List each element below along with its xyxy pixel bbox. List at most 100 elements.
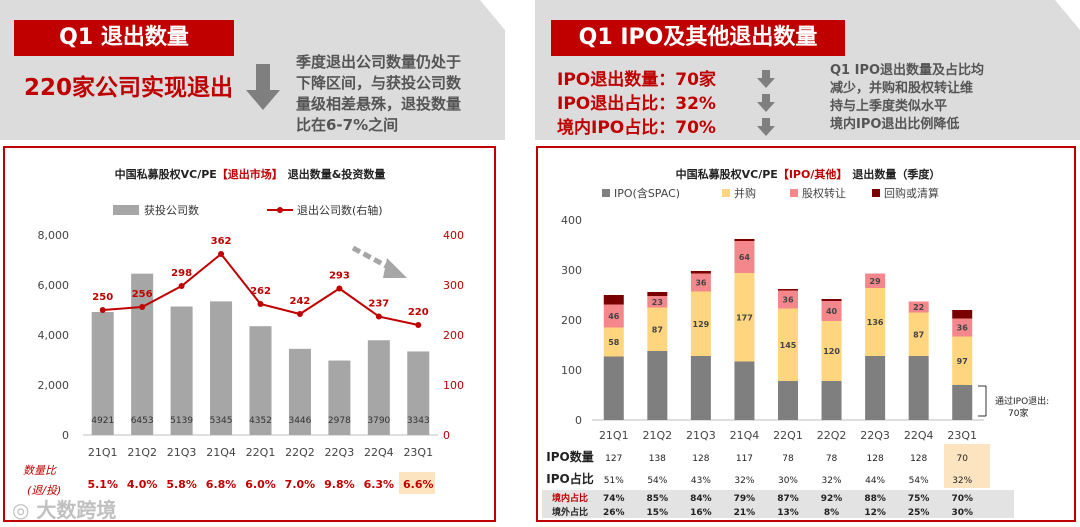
table-cell: 85% bbox=[647, 494, 669, 504]
down-arrows-icon bbox=[757, 70, 775, 136]
bar-invested-companies bbox=[249, 326, 272, 435]
stack-segment bbox=[690, 291, 711, 356]
table-cell: 127 bbox=[605, 454, 622, 464]
trend-arrow-icon bbox=[351, 245, 407, 278]
right-description-line: Q1 IPO退出数量及占比均 bbox=[830, 63, 985, 78]
stack-segment bbox=[734, 273, 755, 362]
left-chart-title-part: 【退出市场】 bbox=[217, 167, 283, 181]
segment-value-label: 87 bbox=[913, 330, 924, 339]
ratio-value: 6.3% bbox=[364, 478, 395, 491]
segment-value-label: 87 bbox=[652, 325, 663, 334]
segment-value-label: 36 bbox=[695, 279, 707, 288]
segment-value-label: 36 bbox=[782, 296, 794, 305]
stack-segment bbox=[865, 288, 886, 356]
right-description: Q1 IPO退出数量及占比均 减少，并购和股权转让维 持与上季度类似水平 境内I… bbox=[830, 62, 1070, 134]
right-y-tick: 400 bbox=[443, 229, 464, 242]
table-cell: 32% bbox=[952, 476, 972, 486]
x-tick-label: 22Q1 bbox=[246, 446, 276, 459]
bar-value-label: 5345 bbox=[210, 416, 233, 426]
bar-value-label: 5139 bbox=[170, 416, 193, 426]
x-tick-label: 22Q1 bbox=[773, 429, 803, 442]
table-cell: 78 bbox=[826, 454, 838, 464]
ipo-stat-line: 境内IPO占比：70% bbox=[557, 118, 716, 138]
stack-segment bbox=[821, 321, 842, 381]
table-row-label: IPO占比 bbox=[546, 471, 593, 486]
left-description-line: 比在6-7%之间 bbox=[296, 116, 399, 134]
table-highlight bbox=[944, 444, 990, 488]
x-tick-label: 21Q1 bbox=[599, 429, 629, 442]
segment-value-label: 29 bbox=[870, 277, 882, 286]
x-tick-label: 21Q3 bbox=[686, 429, 716, 442]
ratio-highlight bbox=[399, 472, 435, 494]
x-tick-label: 21Q3 bbox=[167, 446, 197, 459]
table-cell: 44% bbox=[865, 476, 885, 486]
right-section-title: Q1 IPO及其他退出数量 bbox=[551, 20, 845, 56]
table-cell: 30% bbox=[778, 476, 798, 486]
x-tick-label: 23Q1 bbox=[947, 429, 977, 442]
exit-count-point bbox=[99, 307, 106, 313]
x-tick-label: 21Q2 bbox=[643, 429, 673, 442]
ipo-annotation-line: 通过IPO退出: bbox=[995, 395, 1049, 407]
x-tick-label: 22Q3 bbox=[325, 446, 355, 459]
y-tick-label: 100 bbox=[561, 364, 582, 377]
bar-value-label: 4352 bbox=[249, 416, 272, 426]
right-chart-panel: 中国私募股权VC/PE【IPO/其他】 退出数量（季度） IPO(含SPAC) 并购… bbox=[536, 146, 1076, 522]
ratio-value: 4.0% bbox=[127, 478, 158, 491]
segment-value-label: 22 bbox=[913, 303, 924, 312]
legend-line-label: 退出公司数(右轴) bbox=[297, 203, 383, 217]
right-description-line: 减少，并购和股权转让维 bbox=[830, 81, 974, 96]
x-tick-label: 22Q2 bbox=[285, 446, 315, 459]
table-cell: 43% bbox=[691, 476, 711, 486]
right-chart-title-part: 退出数量（季度） bbox=[852, 167, 940, 181]
exit-count-point bbox=[178, 283, 185, 289]
stack-segment bbox=[952, 310, 973, 319]
ipo-exit-stacked-chart: 中国私募股权VC/PE【IPO/其他】 退出数量（季度） IPO(含SPAC) 并购… bbox=[542, 167, 1049, 518]
table-cell: 88% bbox=[864, 494, 886, 504]
segment-value-label: 136 bbox=[867, 318, 884, 327]
left-section-title: Q1 退出数量 bbox=[14, 20, 234, 56]
right-description-line: 持与上季度类似水平 bbox=[830, 99, 948, 114]
legend-swatch bbox=[722, 189, 730, 197]
table-cell: 79% bbox=[734, 494, 756, 504]
stack-segment bbox=[603, 356, 624, 420]
table-cell: 87% bbox=[777, 494, 799, 504]
ratio-value: 7.0% bbox=[285, 478, 316, 491]
bar-value-label: 4921 bbox=[91, 416, 114, 426]
legend-label: 回购或清算 bbox=[884, 186, 939, 200]
left-chart-legend: 获投公司数 退出公司数(右轴) bbox=[113, 203, 383, 217]
x-tick-label: 21Q1 bbox=[88, 446, 118, 459]
table-cell: 70 bbox=[956, 454, 968, 464]
bar-value-label: 3446 bbox=[288, 416, 311, 426]
stack-segment bbox=[690, 273, 711, 292]
table-cell: 16% bbox=[690, 508, 712, 518]
stack-segment bbox=[865, 356, 886, 420]
table-cell: 78 bbox=[782, 454, 794, 464]
exit-count-point bbox=[296, 311, 303, 317]
ratio-value: 9.8% bbox=[324, 478, 355, 491]
table-cell: 92% bbox=[821, 494, 843, 504]
ipo-stat-line: IPO退出占比：32% bbox=[557, 94, 716, 114]
table-cell: 30% bbox=[951, 508, 973, 518]
segment-value-label: 58 bbox=[608, 338, 620, 347]
exit-count-point bbox=[415, 322, 422, 328]
bar-value-label: 6453 bbox=[131, 416, 154, 426]
exit-count-point bbox=[139, 304, 146, 310]
right-chart-title: 中国私募股权VC/PE【IPO/其他】 退出数量（季度） bbox=[676, 167, 941, 181]
ratio-value: 6.6% bbox=[403, 478, 434, 491]
left-y-tick: 8,000 bbox=[38, 229, 70, 242]
exit-count-label: 293 bbox=[329, 271, 350, 282]
segment-value-label: 64 bbox=[739, 253, 751, 262]
stack-segment bbox=[647, 292, 668, 296]
right-description-line: 境内IPO退出比例降低 bbox=[830, 117, 960, 132]
stack-segment bbox=[952, 385, 973, 420]
left-y-tick: 2,000 bbox=[38, 379, 70, 392]
table-cell: 117 bbox=[736, 454, 753, 464]
y-tick-label: 300 bbox=[561, 264, 582, 277]
x-tick-label: 22Q2 bbox=[817, 429, 847, 442]
left-headline: 220家公司实现退出 bbox=[24, 75, 234, 101]
stack-segment bbox=[647, 307, 668, 351]
y-tick-label: 200 bbox=[561, 314, 582, 327]
ipo-stat-line: IPO退出数量：70家 bbox=[557, 70, 716, 90]
table-row-label: 境外占比 bbox=[552, 506, 588, 518]
table-cell: 128 bbox=[692, 454, 709, 464]
